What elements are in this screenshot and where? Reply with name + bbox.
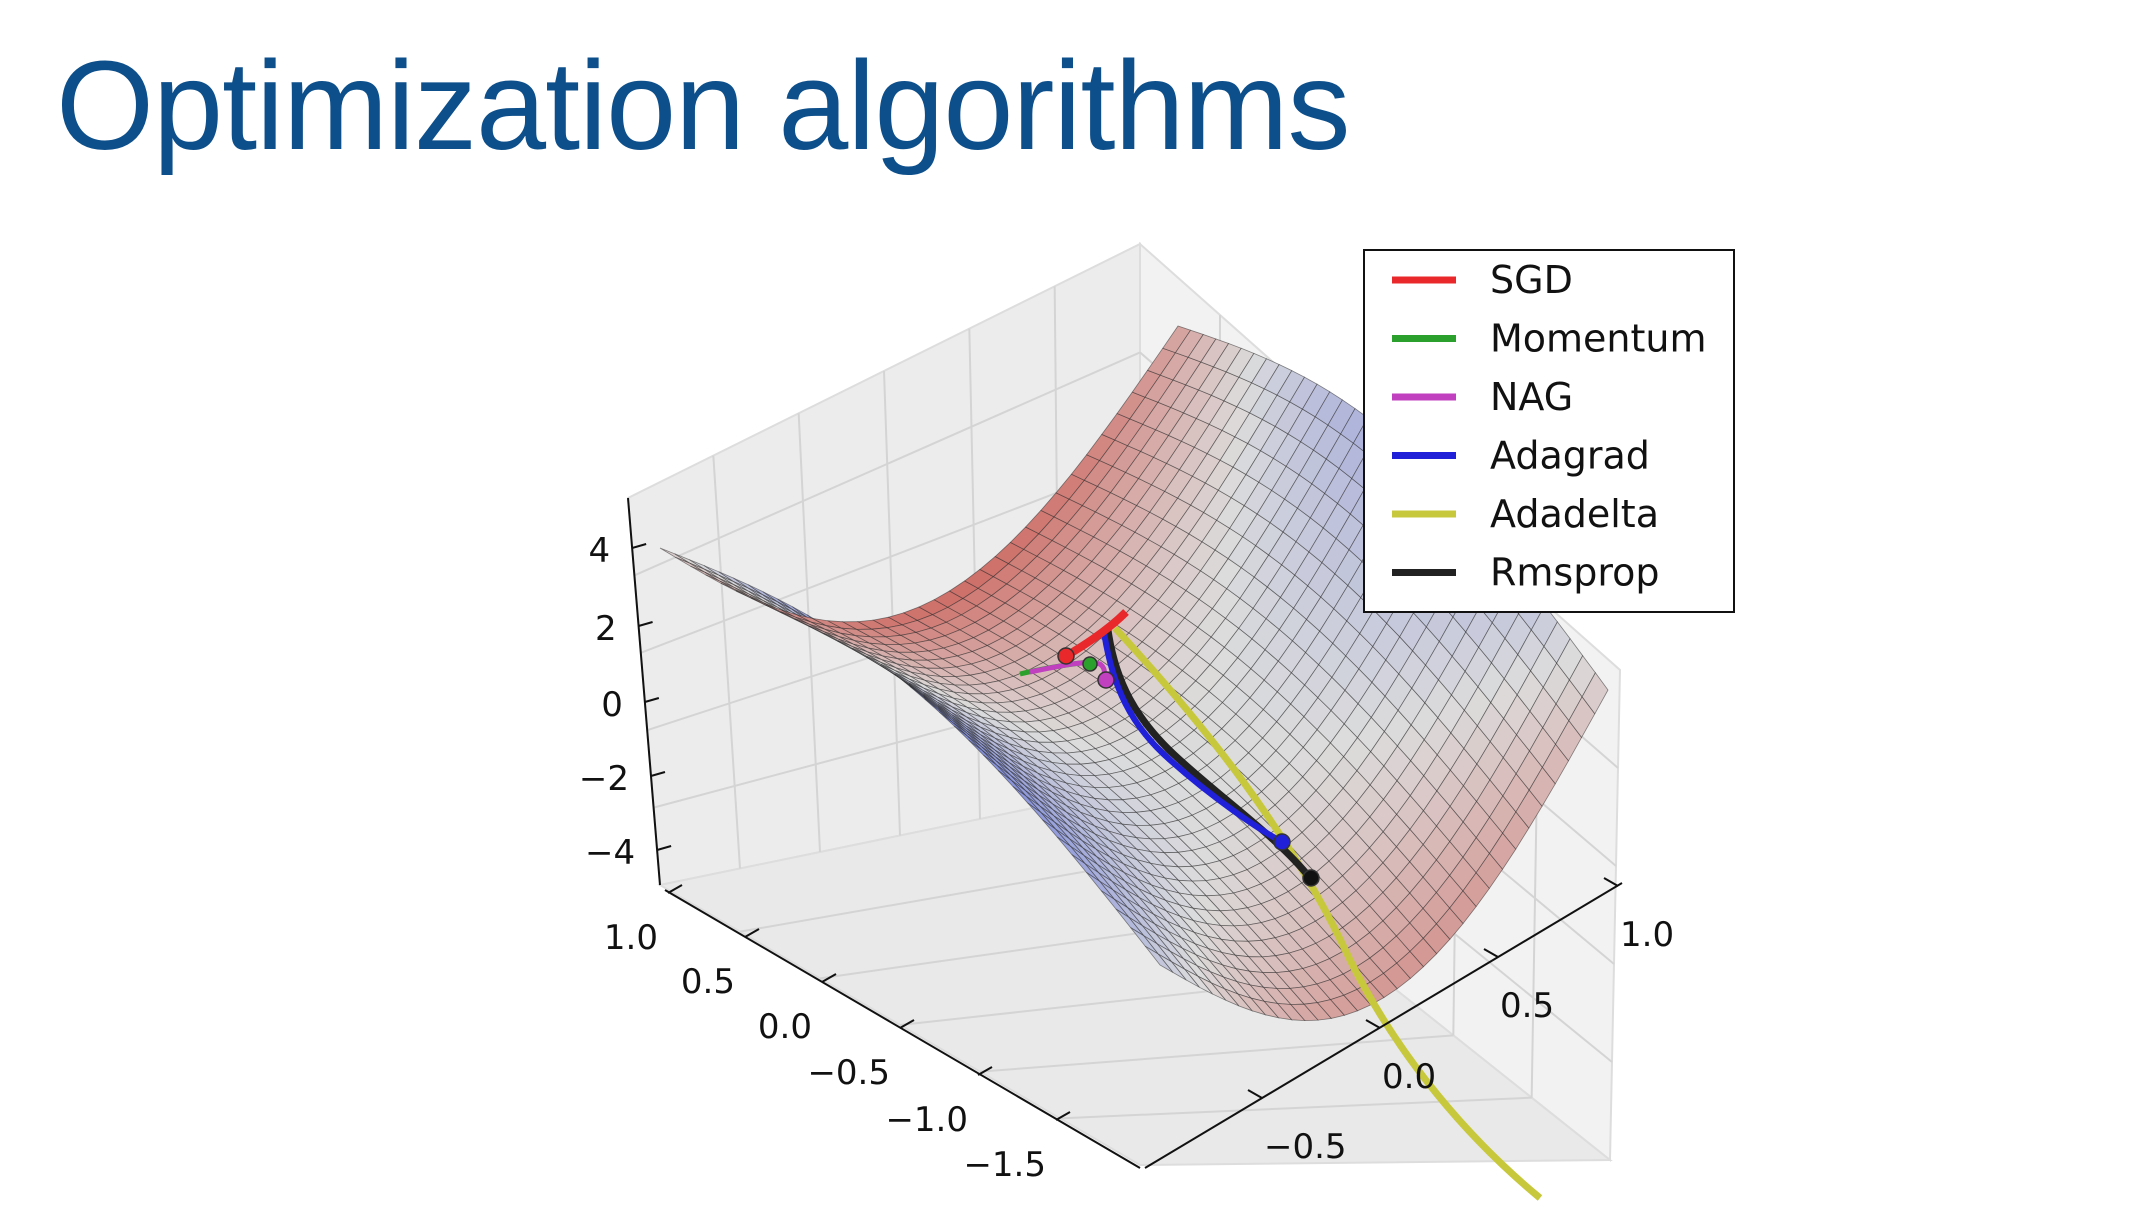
marker-sgd [1057, 647, 1075, 665]
x-tick-mark [821, 973, 837, 983]
legend-entry: Momentum [1392, 317, 1707, 361]
y-tick-label: 0.5 [1500, 986, 1554, 1026]
legend-label: Rmsprop [1490, 551, 1660, 595]
z-tick-label: 0 [601, 685, 623, 725]
marker-momentum [1082, 656, 1098, 672]
legend-label: Adadelta [1490, 492, 1659, 536]
path-adadelta [1112, 625, 1543, 1201]
x-tick-mark [899, 1019, 915, 1029]
legend: SGD Momentum NAG Adagrad Adadelta Rmsprop [1363, 249, 1735, 613]
x-tick-mark [1055, 1111, 1071, 1121]
x-tick-label: 0.5 [681, 962, 735, 1002]
z-axis: 4 2 0 −2 −4 [579, 497, 672, 886]
marker-adagrad [1273, 833, 1291, 851]
z-tick-label: 2 [595, 609, 617, 649]
y-tick-mark [1247, 1089, 1263, 1099]
slide-title: Optimization algorithms [56, 35, 1350, 176]
x-tick-label: −1.5 [963, 1145, 1046, 1185]
legend-label: Momentum [1490, 317, 1707, 361]
x-axis: 1.0 0.5 0.0 −0.5 −1.0 −1.5 [604, 884, 1141, 1185]
z-tick-label: −4 [585, 833, 635, 873]
legend-label: NAG [1490, 375, 1573, 419]
y-tick-label: 0.0 [1382, 1057, 1436, 1097]
z-tick-mark [644, 697, 660, 703]
x-tick-label: −1.0 [885, 1100, 968, 1140]
x-tick-label: 1.0 [604, 918, 658, 958]
x-tick-mark [667, 884, 683, 894]
path-adagrad [1101, 631, 1284, 845]
surface-plot [659, 325, 1609, 1022]
z-tick-mark [638, 621, 653, 627]
optimizer-paths [1019, 609, 1543, 1201]
z-tick-mark [631, 543, 647, 549]
x-tick-mark [977, 1066, 993, 1076]
legend-entry: Adadelta [1392, 492, 1659, 536]
y-axis: 1.0 0.5 0.0 −0.5 [1144, 877, 1674, 1169]
z-tick-label: −2 [579, 759, 629, 799]
x-tick-label: 0.0 [758, 1007, 812, 1047]
x-tick-mark [744, 928, 760, 938]
legend-entry: SGD [1392, 258, 1573, 302]
legend-entry: Adagrad [1392, 434, 1650, 478]
y-tick-mark [1365, 1019, 1381, 1029]
marker-nag [1097, 671, 1115, 689]
legend-label: Adagrad [1490, 434, 1650, 478]
legend-entry: NAG [1392, 375, 1573, 419]
y-tick-mark [1483, 948, 1499, 958]
x-tick-label: −0.5 [807, 1053, 890, 1093]
marker-rmsprop [1302, 869, 1320, 887]
legend-entry: Rmsprop [1392, 551, 1660, 595]
z-tick-label: 4 [588, 531, 610, 571]
y-tick-label: −0.5 [1264, 1127, 1347, 1167]
legend-label: SGD [1490, 258, 1573, 302]
z-tick-mark [656, 845, 672, 851]
legend-frame [1363, 249, 1735, 613]
z-tick-mark [650, 771, 666, 777]
y-tick-mark [1603, 877, 1619, 887]
y-tick-label: 1.0 [1620, 915, 1674, 955]
